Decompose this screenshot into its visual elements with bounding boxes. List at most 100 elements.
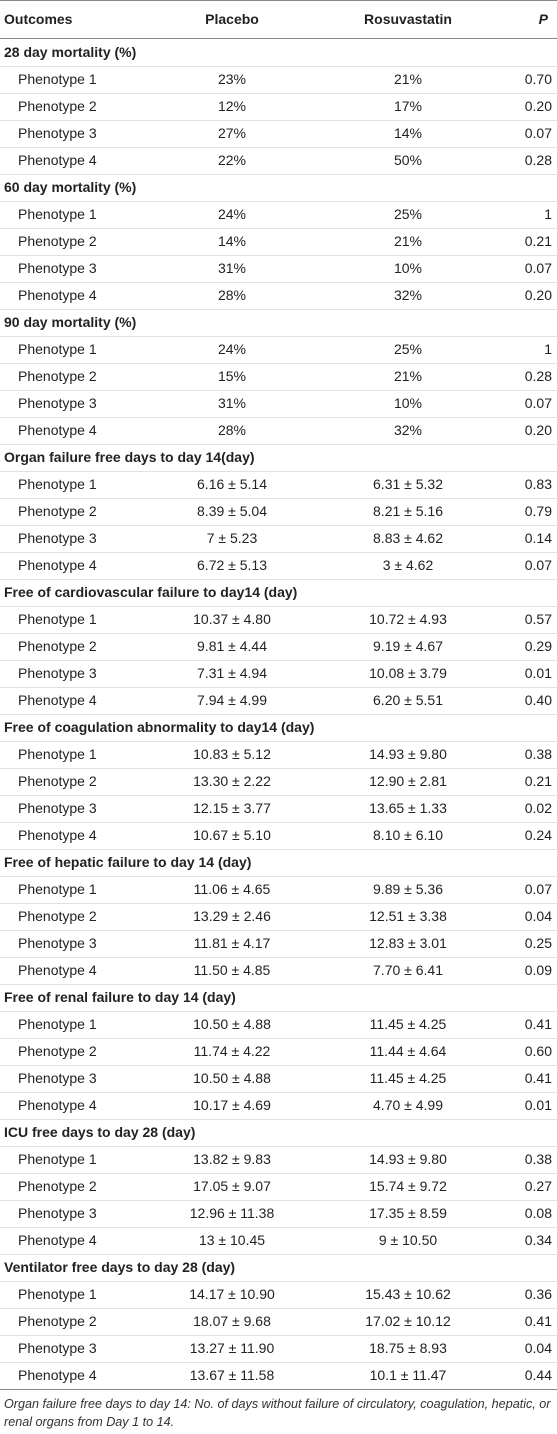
row-label: Phenotype 4 <box>18 1367 97 1383</box>
row-label: Phenotype 2 <box>18 1313 97 1329</box>
table-cell: 0.07 <box>524 557 552 573</box>
table-cell: 31% <box>217 395 247 411</box>
table-cell: 22% <box>217 152 247 168</box>
row-label: Phenotype 1 <box>18 341 97 357</box>
row-rule <box>0 1308 557 1309</box>
table-cell: 17.35 ± 8.59 <box>369 1205 447 1221</box>
table-cell: 10.17 ± 4.69 <box>193 1097 271 1113</box>
row-rule <box>0 1254 557 1255</box>
table-cell: 21% <box>393 368 423 384</box>
table-cell: 10.67 ± 5.10 <box>193 827 271 843</box>
row-rule <box>0 1227 557 1228</box>
row-rule <box>0 903 557 904</box>
row-label: Phenotype 1 <box>18 71 97 87</box>
table-cell: 0.20 <box>524 422 552 438</box>
table-cell: 14.93 ± 9.80 <box>369 1151 447 1167</box>
section-title: 28 day mortality (%) <box>4 44 137 60</box>
section-title: Free of coagulation abnormality to day14… <box>4 719 315 735</box>
table-cell: 10.37 ± 4.80 <box>193 611 271 627</box>
row-label: Phenotype 1 <box>18 881 97 897</box>
row-label: Phenotype 4 <box>18 287 97 303</box>
table-cell: 10.1 ± 11.47 <box>369 1367 447 1383</box>
table-cell: 0.04 <box>524 1340 552 1356</box>
table-cell: 11.44 ± 4.64 <box>369 1043 447 1059</box>
row-rule <box>0 1335 557 1336</box>
header-rule <box>0 38 557 39</box>
row-rule <box>0 876 557 877</box>
table-cell: 8.83 ± 4.62 <box>373 530 443 546</box>
table-cell: 9.89 ± 5.36 <box>373 881 443 897</box>
row-rule <box>0 525 557 526</box>
row-label: Phenotype 4 <box>18 422 97 438</box>
table-cell: 10% <box>393 260 423 276</box>
table-cell: 28% <box>217 287 247 303</box>
table-cell: 13.30 ± 2.22 <box>193 773 271 789</box>
table-cell: 0.25 <box>524 935 552 951</box>
row-label: Phenotype 1 <box>18 1016 97 1032</box>
row-rule <box>0 768 557 769</box>
row-rule <box>0 633 557 634</box>
table-cell: 12% <box>217 98 247 114</box>
row-label: Phenotype 1 <box>18 611 97 627</box>
table-cell: 0.07 <box>524 395 552 411</box>
row-rule <box>0 552 557 553</box>
table-cell: 11.81 ± 4.17 <box>193 935 271 951</box>
table-cell: 13.27 ± 11.90 <box>189 1340 275 1356</box>
table-cell: 13.82 ± 9.83 <box>193 1151 271 1167</box>
row-label: Phenotype 2 <box>18 1178 97 1194</box>
bottom-rule <box>0 1389 557 1390</box>
row-label: Phenotype 3 <box>18 1340 97 1356</box>
row-label: Phenotype 3 <box>18 395 97 411</box>
section-title: ICU free days to day 28 (day) <box>4 1124 196 1140</box>
table-cell: 13.65 ± 1.33 <box>369 800 447 816</box>
row-label: Phenotype 3 <box>18 260 97 276</box>
table-cell: 0.36 <box>524 1286 552 1302</box>
table-cell: 8.21 ± 5.16 <box>373 503 443 519</box>
row-rule <box>0 66 557 67</box>
row-label: Phenotype 4 <box>18 827 97 843</box>
table-cell: 32% <box>393 422 423 438</box>
table-cell: 32% <box>393 287 423 303</box>
row-label: Phenotype 3 <box>18 665 97 681</box>
table-cell: 0.41 <box>524 1016 552 1032</box>
column-header: Outcomes <box>4 11 73 27</box>
table-cell: 12.15 ± 3.77 <box>193 800 271 816</box>
row-rule <box>0 687 557 688</box>
row-label: Phenotype 4 <box>18 1232 97 1248</box>
row-rule <box>0 120 557 121</box>
table-cell: 6.16 ± 5.14 <box>197 476 267 492</box>
row-rule <box>0 1281 557 1282</box>
row-label: Phenotype 1 <box>18 476 97 492</box>
row-label: Phenotype 1 <box>18 206 97 222</box>
row-rule <box>0 984 557 985</box>
row-rule <box>0 282 557 283</box>
row-rule <box>0 957 557 958</box>
table-cell: 0.70 <box>524 71 552 87</box>
row-label: Phenotype 4 <box>18 557 97 573</box>
row-label: Phenotype 2 <box>18 503 97 519</box>
table-cell: 0.04 <box>524 908 552 924</box>
row-label: Phenotype 3 <box>18 1070 97 1086</box>
table-cell: 10.50 ± 4.88 <box>193 1070 271 1086</box>
table-cell: 7.31 ± 4.94 <box>197 665 267 681</box>
row-rule <box>0 741 557 742</box>
row-label: Phenotype 2 <box>18 98 97 114</box>
table-cell: 7.94 ± 4.99 <box>197 692 267 708</box>
row-label: Phenotype 1 <box>18 1151 97 1167</box>
table-cell: 10.72 ± 4.93 <box>369 611 447 627</box>
table-cell: 7 ± 5.23 <box>206 530 258 546</box>
row-rule <box>0 849 557 850</box>
table-cell: 0.21 <box>524 773 552 789</box>
table-cell: 23% <box>217 71 247 87</box>
table-cell: 0.24 <box>524 827 552 843</box>
table-cell: 17.05 ± 9.07 <box>193 1178 271 1194</box>
table-cell: 14% <box>393 125 423 141</box>
table-cell: 17.02 ± 10.12 <box>365 1313 451 1329</box>
table-cell: 1 <box>544 341 552 357</box>
table-cell: 0.27 <box>524 1178 552 1194</box>
table-cell: 9 ± 10.50 <box>378 1232 438 1248</box>
table-cell: 0.60 <box>524 1043 552 1059</box>
table-cell: 15% <box>217 368 247 384</box>
row-label: Phenotype 3 <box>18 1205 97 1221</box>
